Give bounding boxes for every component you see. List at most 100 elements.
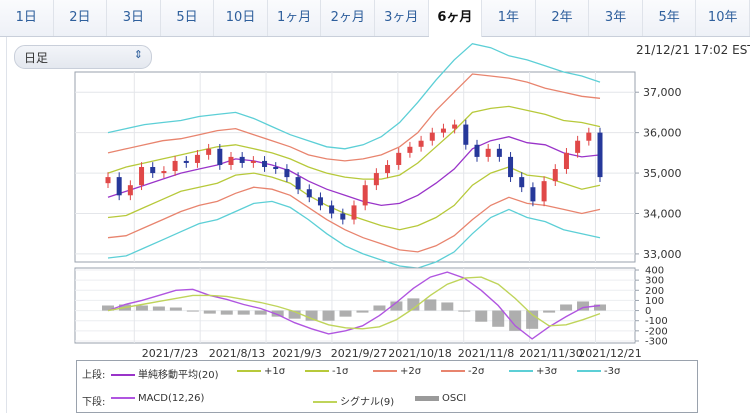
osci-bar [152,306,165,311]
tab-1[interactable]: 1日 [0,0,54,36]
lower-y-tick-label: 400 [645,266,664,277]
period-select-value: 日足 [24,51,49,65]
lower-y-tick-label: 300 [645,276,664,287]
osci-bar [509,310,522,331]
osci-bar [441,302,454,311]
osci-bar [407,298,420,311]
candle-body [508,156,514,178]
candle-body [329,205,335,214]
osci-bar [526,310,539,329]
band-line-4 [107,73,601,162]
osci-bar [339,310,352,317]
tab-9[interactable]: 6ヶ月 [428,0,483,37]
band-line-5 [107,186,601,253]
tab-2[interactable]: 2日 [54,0,108,36]
legend-minus2: -2σ [441,366,484,380]
tab-5[interactable]: 10日 [214,0,268,36]
candle-body [496,148,502,157]
candle-body [362,185,368,206]
lower-y-tick-label: 100 [645,296,664,307]
candle-body [284,169,290,178]
tab-4[interactable]: 5日 [161,0,215,36]
x-tick-label: 2021/7/23 [142,347,198,360]
candle-body [396,152,402,165]
signal-line [107,276,601,330]
candle-body [295,177,301,190]
candle-body [317,197,323,206]
tab-6[interactable]: 1ヶ月 [268,0,322,36]
osci-bar [560,304,573,311]
osci-bar [102,305,114,311]
osci-bar [271,310,284,317]
tab-14[interactable]: 10年 [696,0,750,36]
tab-10[interactable]: 1年 [482,0,536,36]
legend-minus1: -1σ [305,366,348,380]
x-tick-label: 2021/9/27 [331,347,387,360]
tab-12[interactable]: 3年 [589,0,643,36]
upper-y-tick-label: 33,000 [643,248,682,261]
legend-plus2: +2σ [373,366,421,380]
tab-11[interactable]: 2年 [536,0,590,36]
period-tab-bar: 1日 2日 3日 5日 10日 1ヶ月 2ヶ月 3ヶ月 6ヶ月 1年 2年 3年 5年 10年 [0,0,750,37]
candle-body [563,152,569,170]
band-line-1 [107,136,601,207]
legend-plus1: +1σ [237,366,285,380]
upper-y-tick-label: 34,000 [643,207,682,220]
candle-body [575,140,581,153]
x-tick-label: 2021/11/8 [458,347,514,360]
osci-bar [356,310,369,313]
legend-lower-head: 下段: [82,397,106,408]
legend-osci: OSCI [415,393,466,407]
candle-body [194,154,200,163]
upper-plot-frame [74,71,636,263]
osci-bar [594,304,606,311]
candle-body [519,177,525,188]
x-tick-label: 2021/9/3 [272,347,321,360]
osci-bar [373,305,386,311]
x-tick-label: 2021/10/18 [388,347,451,360]
candle-body [552,169,558,182]
candle-body [262,160,268,167]
candle-body [127,185,133,196]
updown-chevron-icon: ⇕ [133,48,143,61]
x-tick-label: 2021/8/13 [209,347,265,360]
legend-signal: シグナル(9) [313,393,394,408]
candle-body [351,205,357,220]
chart-legend: 上段: 単純移動平均(20) +1σ -1σ +2σ -2σ +3σ -3σ 下… [76,360,698,413]
candle-body [183,160,189,163]
upper-y-tick-label: 37,000 [643,86,682,99]
candle-body [407,146,413,153]
candle-body [418,140,424,147]
candle-body [250,160,256,163]
upper-y-tick-label: 36,000 [643,127,682,140]
osci-bar [169,307,182,311]
candle-body [172,160,178,172]
band-line-7 [107,200,601,269]
candle-body [150,167,156,174]
candle-body [228,156,234,165]
osci-bar [186,310,199,312]
osci-bar [492,310,505,327]
osci-bar [475,310,488,322]
candle-body [452,124,458,129]
osci-bar [305,310,318,321]
candle-body [373,173,379,186]
tab-7[interactable]: 2ヶ月 [321,0,375,36]
osci-bar [458,310,471,312]
band-line-2 [107,105,601,180]
tab-8[interactable]: 3ヶ月 [375,0,429,36]
candle-body [273,167,279,170]
candle-body [206,148,212,155]
tab-3[interactable]: 3日 [107,0,161,36]
osci-bar [237,310,250,315]
period-select[interactable]: 日足 ⇕ [14,45,152,69]
tab-13[interactable]: 5年 [643,0,697,36]
osci-bar [577,301,590,311]
legend-minus3: -3σ [577,366,620,380]
osci-bar [220,310,233,315]
candle-body [116,177,122,196]
candle-body [474,144,480,157]
candle-body [385,164,391,174]
candle-body [139,167,145,186]
x-tick-label: 2021/11/30 [519,347,582,360]
